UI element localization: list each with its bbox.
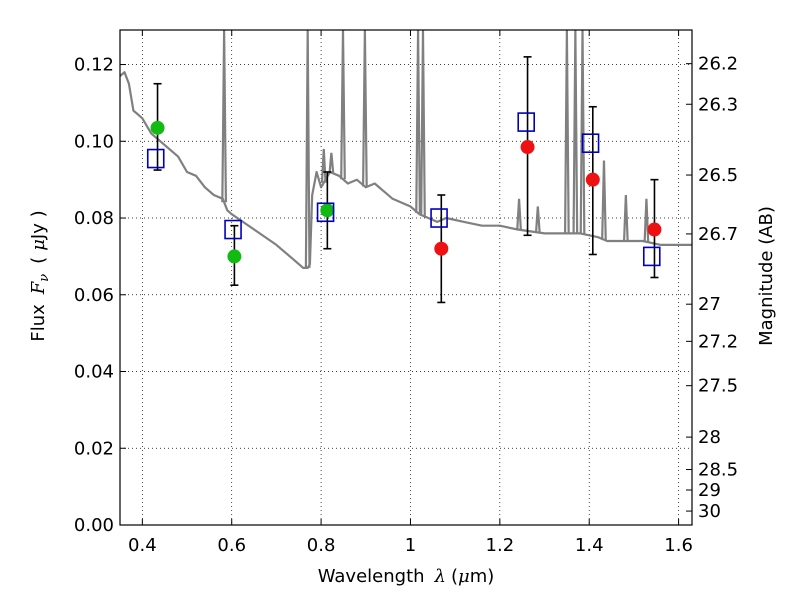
emission-line — [622, 194, 629, 242]
y-tick-label: 0.02 — [74, 438, 114, 459]
model-photometry-square — [517, 112, 536, 132]
y-tick-label: 0.06 — [74, 285, 114, 306]
x-tick-label: 1.6 — [664, 535, 693, 556]
emission-line — [643, 198, 650, 242]
emission-line — [516, 198, 522, 230]
green-data-point — [320, 203, 335, 218]
emission-line — [221, 30, 228, 203]
y-axis-ticks: 0.00 0.02 0.04 0.06 0.08 0.10 0.12 — [74, 55, 126, 536]
emission-line — [415, 30, 421, 214]
model-photometry-square — [224, 219, 242, 240]
x-tick-label: 1.2 — [486, 535, 515, 556]
y-axis-label: FluxFν(μJy ) — [28, 210, 52, 341]
green-data-point — [227, 249, 242, 264]
mag-tick-label: 27.5 — [698, 376, 738, 397]
y-tick-label: 0.08 — [74, 208, 114, 229]
emission-line — [601, 160, 607, 240]
mag-tick-label: 28 — [698, 427, 721, 448]
mag-tick-label: 27 — [698, 294, 721, 315]
magnitude-axis-label: Magnitude (AB) — [756, 206, 777, 346]
mag-tick-label: 26.2 — [698, 54, 738, 75]
mag-tick-label: 29 — [698, 480, 721, 501]
x-tick-label: 0.4 — [128, 535, 157, 556]
y-tick-label: 0.12 — [74, 55, 114, 76]
x-axis-ticks: 0.4 0.6 0.8 1 1.2 1.4 1.6 — [128, 30, 693, 556]
mag-tick-label: 28.5 — [698, 460, 738, 481]
mag-tick-label: 26.5 — [698, 165, 738, 186]
red-data-point — [434, 241, 449, 256]
x-axis-label: Wavelength λ (μm) — [318, 566, 495, 587]
emission-line — [563, 30, 570, 234]
plot-frame — [119, 29, 693, 526]
emission-line — [572, 30, 579, 234]
grid-lines — [120, 30, 692, 526]
model-photometry-square — [430, 208, 448, 228]
x-tick-label: 0.6 — [217, 535, 246, 556]
emission-line — [420, 30, 426, 216]
mag-tick-label: 26.3 — [698, 94, 738, 115]
x-tick-label: 1 — [405, 535, 416, 556]
emission-line — [304, 30, 311, 268]
model-photometry-square — [316, 202, 335, 223]
emission-line — [320, 148, 327, 183]
mag-tick-label: 30 — [698, 501, 721, 522]
emission-line — [328, 152, 335, 173]
mag-tick-label: 27.2 — [698, 331, 738, 352]
model-photometry-square — [642, 246, 661, 267]
emission-line — [362, 30, 368, 187]
mag-tick-label: 26.7 — [698, 224, 738, 245]
y-tick-label: 0.10 — [74, 131, 114, 152]
y-tick-label: 0.04 — [74, 362, 114, 383]
model-photometry-square — [581, 133, 600, 153]
model-spectrum — [120, 30, 692, 269]
emission-line — [534, 206, 541, 233]
y-tick-label: 0.00 — [74, 515, 114, 536]
red-data-point — [647, 222, 662, 237]
green-data-point — [150, 120, 165, 135]
emission-line — [579, 30, 586, 234]
red-data-point — [585, 172, 600, 187]
x-tick-label: 1.4 — [575, 535, 604, 556]
red-data-point — [520, 140, 535, 155]
model-photometry-square — [146, 148, 165, 169]
emission-line — [340, 30, 346, 180]
data-points — [146, 112, 662, 267]
x-tick-label: 0.8 — [307, 535, 336, 556]
